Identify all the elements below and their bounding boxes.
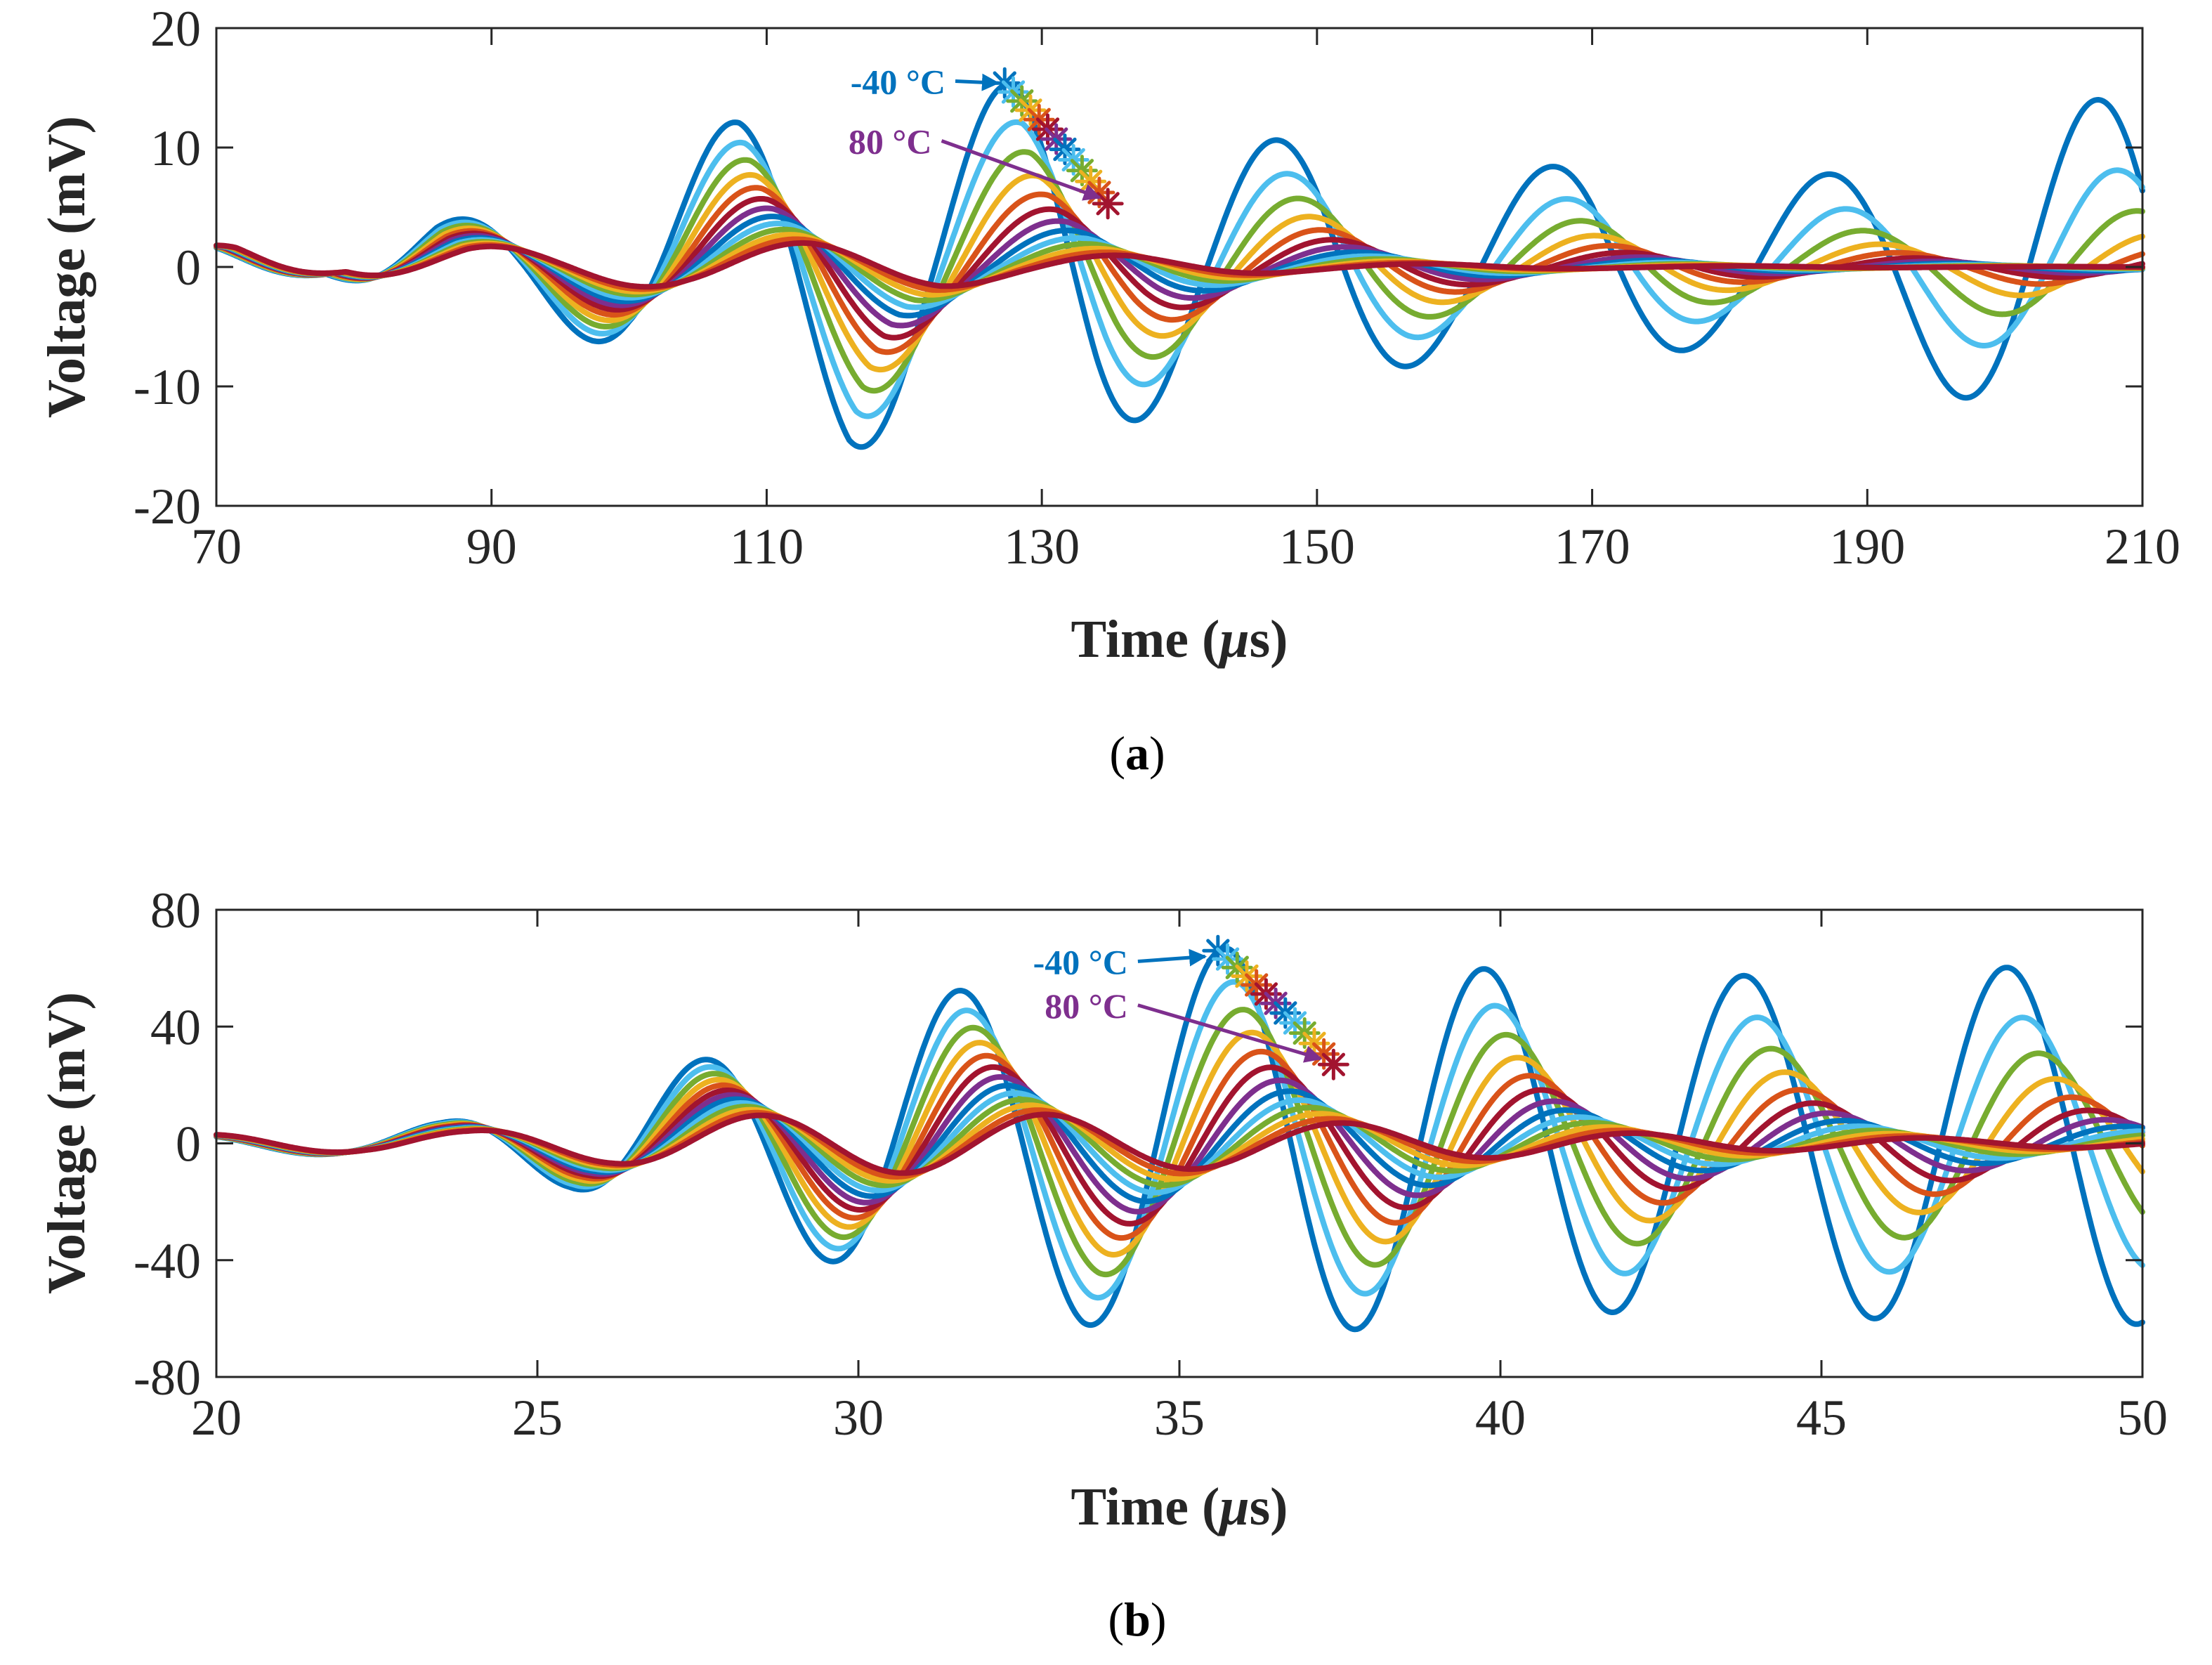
x-tick-label-b-3: 35 — [1154, 1390, 1205, 1446]
trace-a-80C — [214, 240, 2145, 290]
annotation-arrow-a-0 — [955, 73, 1000, 91]
x-tick-label-b-0: 20 — [191, 1390, 242, 1446]
y-tick-label-a-4: -20 — [133, 478, 201, 535]
trace-b-80C — [214, 1111, 2145, 1176]
annotation-arrow-a-1 — [941, 139, 1101, 201]
x-axis-label-b: Time (μs) — [1071, 1477, 1288, 1536]
y-axis-label-a: Voltage (mV) — [37, 116, 96, 418]
x-tick-label-b-4: 40 — [1475, 1390, 1526, 1446]
x-axis-label-a: Time (μs) — [1071, 610, 1288, 669]
y-tick-label-b-1: 40 — [150, 999, 201, 1055]
x-tick-label-a-0: 70 — [191, 518, 242, 575]
traces-a — [214, 81, 2145, 450]
y-axis-label-b: Voltage (mV) — [37, 992, 96, 1294]
panel-label-a: (a) — [1109, 726, 1165, 780]
ticks-a: 70 90 110 130 150 170 190 210 20 10 0 -10 -20 — [133, 1, 2180, 575]
x-tick-label-a-3: 130 — [1004, 518, 1080, 575]
y-tick-label-a-2: 0 — [176, 240, 201, 296]
annotation-label-b-0: -40 °C — [1033, 942, 1128, 981]
annotation-label-b-1: 80 °C — [1045, 986, 1128, 1026]
x-tick-label-b-2: 30 — [833, 1390, 884, 1446]
x-tick-label-a-1: 90 — [466, 518, 517, 575]
chart-panel-a: 70 90 110 130 150 170 190 210 20 10 0 -10 -20 -40 °C… — [37, 1, 2180, 780]
annotation-label-a-1: 80 °C — [849, 122, 932, 162]
traces-b — [214, 945, 2145, 1333]
x-tick-label-b-1: 25 — [512, 1390, 563, 1446]
y-tick-label-a-0: 20 — [150, 1, 201, 57]
panel-label-b: (b) — [1108, 1593, 1166, 1646]
chart-panel-b: 20 25 30 35 40 45 50 80 40 0 -40 -80 -40 °C 80 °C Vo… — [37, 882, 2168, 1646]
x-tick-label-a-2: 110 — [730, 518, 804, 575]
ticks-b: 20 25 30 35 40 45 50 80 40 0 -40 -80 — [133, 882, 2168, 1446]
x-tick-label-b-6: 50 — [2117, 1390, 2168, 1446]
peak-markers-a — [988, 67, 1124, 220]
y-tick-label-a-3: -10 — [133, 359, 201, 415]
y-tick-label-b-0: 80 — [150, 882, 201, 939]
x-tick-label-a-5: 170 — [1555, 518, 1630, 575]
trace-a--30C — [214, 119, 2145, 419]
x-tick-label-a-4: 150 — [1279, 518, 1355, 575]
annotation-arrow-b-0 — [1137, 948, 1208, 967]
annotations-a: -40 °C 80 °C — [849, 63, 1101, 201]
peak-marker-a-12 — [1092, 188, 1124, 220]
trace-b--40C — [214, 945, 2145, 1333]
y-tick-label-a-1: 10 — [150, 120, 201, 176]
y-tick-label-b-4: -80 — [133, 1350, 201, 1406]
x-tick-label-b-5: 45 — [1796, 1390, 1847, 1446]
peak-marker-b-12 — [1317, 1048, 1349, 1080]
annotation-label-a-0: -40 °C — [851, 63, 945, 102]
trace-a--20C — [214, 149, 2145, 394]
annotations-b: -40 °C 80 °C — [1033, 942, 1323, 1063]
y-tick-label-b-3: -40 — [133, 1233, 201, 1289]
y-tick-label-b-2: 0 — [176, 1116, 201, 1173]
x-tick-label-a-7: 210 — [2105, 518, 2180, 575]
x-tick-label-a-6: 190 — [1829, 518, 1905, 575]
annotation-arrow-b-1 — [1137, 1003, 1323, 1063]
